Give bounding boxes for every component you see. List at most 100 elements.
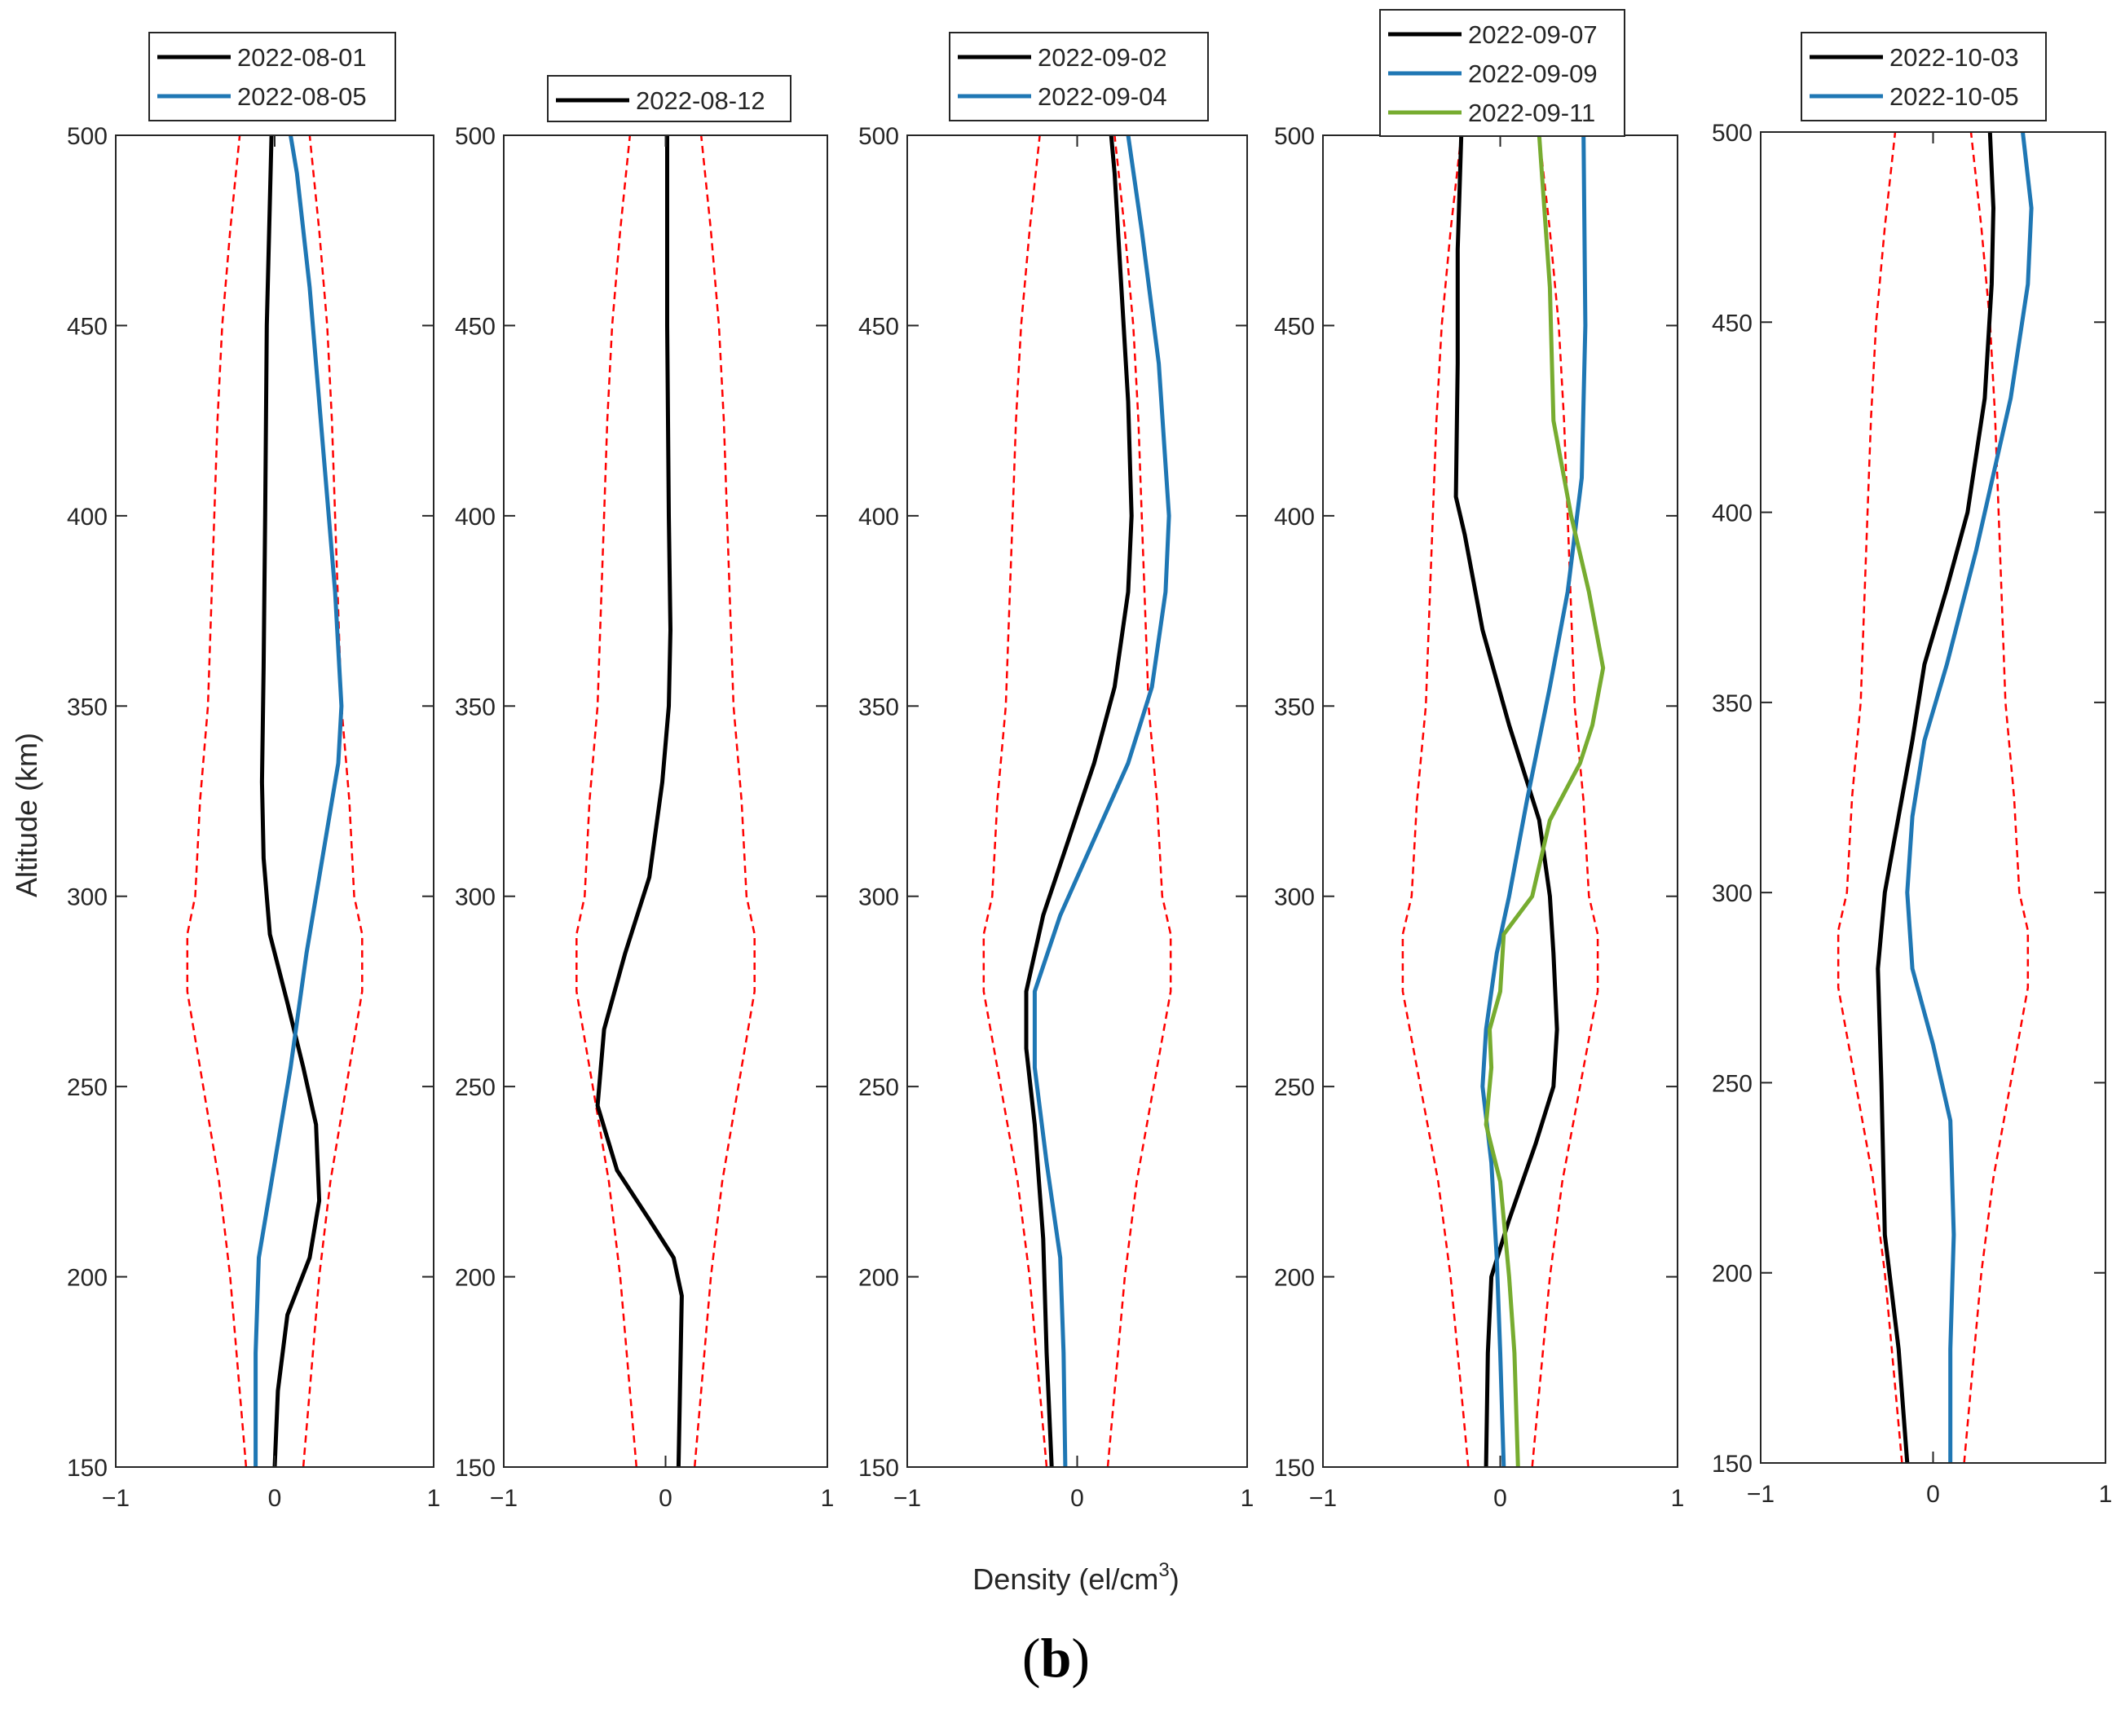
- panel-2: 150 200 250 300 350 400 450 500 −1 0 1 2022-08-12: [455, 75, 835, 1512]
- x-tick-label: −1: [490, 1485, 518, 1512]
- y-tick-label: 300: [1274, 884, 1315, 911]
- y-tick-label: 350: [67, 694, 108, 720]
- y-tick-label: 200: [1274, 1265, 1315, 1292]
- x-tick-label: 1: [1671, 1485, 1685, 1512]
- x-tick-label: 1: [2099, 1481, 2112, 1508]
- y-tick-label: 400: [455, 504, 496, 531]
- bound-upper-line: [1106, 134, 1172, 1468]
- y-tick-label: 200: [455, 1265, 496, 1292]
- y-tick-label: 400: [67, 504, 108, 531]
- legend: 2022-08-12: [547, 75, 791, 122]
- y-tick-label: 500: [1274, 123, 1315, 150]
- x-tick-label: −1: [893, 1485, 921, 1512]
- bound-upper-line: [1531, 134, 1599, 1468]
- y-tick-label: 500: [455, 123, 496, 150]
- y-tick-label: 250: [1274, 1074, 1315, 1101]
- legend-label: 2022-09-09: [1468, 59, 1598, 88]
- bound-lower-line: [1401, 134, 1470, 1468]
- y-tick-label: 300: [858, 884, 899, 911]
- caption-open: (: [1021, 1627, 1041, 1689]
- y-tick-label: 250: [455, 1074, 496, 1101]
- y-tick-label: 500: [67, 123, 108, 150]
- x-tick-label: 0: [659, 1485, 672, 1512]
- y-tick-label: 150: [67, 1455, 108, 1482]
- x-tick-label: −1: [1309, 1485, 1337, 1512]
- legend: 2022-10-03 2022-10-05: [1801, 32, 2047, 121]
- series-line-2022-09-11: [1484, 134, 1606, 1468]
- y-tick-label: 200: [858, 1265, 899, 1292]
- x-tick-label: 0: [268, 1485, 282, 1512]
- figure-caption: (b): [0, 1626, 2112, 1690]
- bound-upper-line: [1963, 131, 2030, 1464]
- y-tick-label: 250: [858, 1074, 899, 1101]
- bound-lower-line: [186, 134, 248, 1468]
- y-tick-label: 350: [455, 694, 496, 720]
- y-tick-label: 450: [1274, 313, 1315, 340]
- series-line-2022-09-09: [1480, 134, 1588, 1468]
- x-axis-label: Density (el/cm3): [972, 1559, 1179, 1596]
- y-tick-label: 150: [1274, 1455, 1315, 1482]
- y-tick-label: 300: [455, 884, 496, 911]
- series-line-2022-08-01: [259, 134, 322, 1468]
- x-tick-label: 0: [1926, 1481, 1940, 1508]
- y-tick-label: 150: [1712, 1451, 1753, 1478]
- series-line-2022-10-05: [1905, 131, 2034, 1463]
- x-axis-label-superscript: 3: [1158, 1559, 1169, 1581]
- bound-lower-line: [575, 134, 638, 1468]
- series-line-2022-09-02: [1024, 134, 1134, 1468]
- series-line-2022-08-05: [254, 134, 344, 1467]
- axes-box: [1760, 131, 2106, 1464]
- legend-label: 2022-09-02: [1038, 43, 1167, 72]
- x-tick-label: −1: [102, 1485, 130, 1512]
- x-tick-label: 1: [821, 1485, 835, 1512]
- legend-label: 2022-08-12: [636, 86, 765, 115]
- y-tick-label: 200: [1712, 1261, 1753, 1288]
- y-tick-label: 450: [1712, 310, 1753, 337]
- legend: 2022-08-01 2022-08-05: [148, 32, 396, 121]
- legend-box: [949, 32, 1209, 121]
- y-tick-label: 350: [1712, 690, 1753, 717]
- legend-box: [1801, 32, 2047, 121]
- legend-label: 2022-09-11: [1468, 99, 1595, 127]
- legend-label: 2022-08-05: [237, 82, 367, 111]
- legend-label: 2022-09-04: [1038, 82, 1167, 111]
- x-tick-label: −1: [1747, 1481, 1775, 1508]
- x-axis-label-close: ): [1170, 1562, 1179, 1596]
- y-tick-label: 200: [67, 1265, 108, 1292]
- bound-lower-line: [982, 134, 1048, 1468]
- axes-box: [1322, 134, 1678, 1468]
- axes-box: [906, 134, 1248, 1468]
- series-line-2022-09-07: [1453, 134, 1559, 1468]
- legend: 2022-09-02 2022-09-04: [949, 32, 1209, 121]
- y-tick-label: 250: [1712, 1070, 1753, 1097]
- y-tick-label: 450: [67, 313, 108, 340]
- y-tick-label: 400: [1274, 504, 1315, 531]
- series-line-2022-10-03: [1876, 131, 1995, 1464]
- axes-box: [115, 134, 434, 1468]
- y-tick-label: 500: [1712, 120, 1753, 147]
- legend-label: 2022-10-05: [1889, 82, 2019, 111]
- x-tick-label: 1: [427, 1485, 441, 1512]
- y-tick-label: 250: [67, 1074, 108, 1101]
- y-tick-label: 400: [1712, 500, 1753, 527]
- bound-upper-line: [302, 134, 364, 1468]
- caption-close: ): [1071, 1627, 1091, 1689]
- y-tick-label: 150: [455, 1455, 496, 1482]
- y-tick-label: 400: [858, 504, 899, 531]
- legend-label: 2022-08-01: [237, 43, 367, 72]
- bound-lower-line: [1836, 131, 1903, 1464]
- series-line-2022-09-04: [1032, 134, 1171, 1468]
- y-tick-label: 300: [67, 884, 108, 911]
- y-tick-label: 500: [858, 123, 899, 150]
- legend-label: 2022-09-07: [1468, 20, 1598, 49]
- legend: 2022-09-07 2022-09-09 2022-09-11: [1379, 9, 1625, 137]
- bound-upper-line: [693, 134, 756, 1468]
- y-axis-label: Altitude (km): [10, 733, 43, 897]
- caption-letter: b: [1040, 1627, 1072, 1689]
- y-tick-label: 350: [1274, 694, 1315, 720]
